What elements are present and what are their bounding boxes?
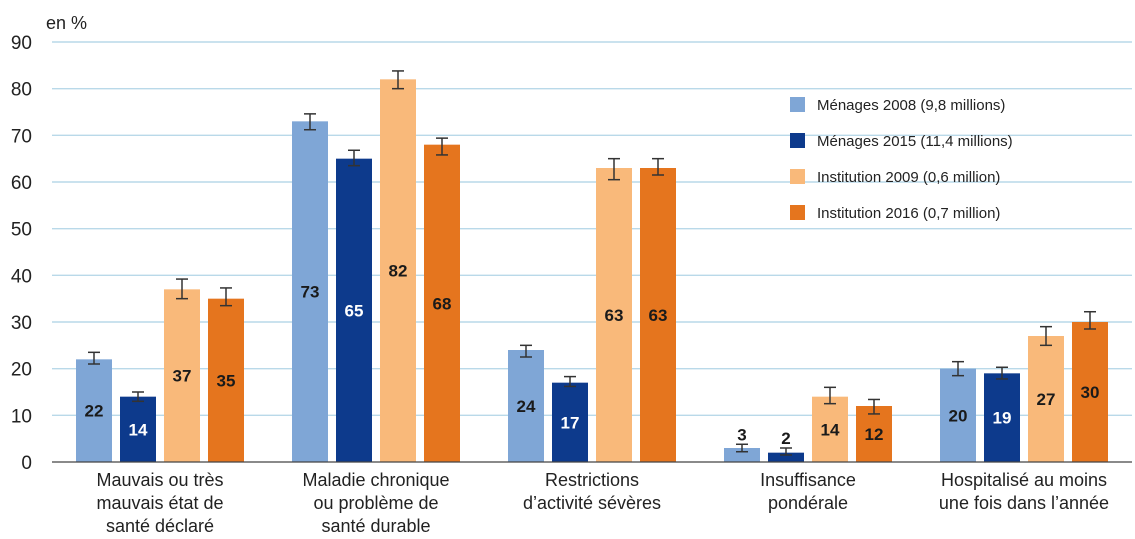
bar-value-label: 35 — [217, 371, 236, 390]
bar-value-label: 14 — [129, 420, 148, 439]
y-tick-label: 30 — [11, 313, 32, 334]
legend-label: Ménages 2008 (9,8 millions) — [817, 97, 1005, 114]
x-axis-category-labels: Mauvais ou très mauvais état de santé décl… — [96, 470, 1109, 536]
x-category-label-line: d’activité sévères — [523, 493, 661, 513]
x-category-label-line: santé durable — [321, 516, 430, 536]
y-tick-label: 10 — [11, 406, 32, 427]
y-unit-label: en % — [46, 13, 87, 33]
bar — [812, 396, 848, 462]
x-category-label-line: Mauvais ou très — [96, 470, 223, 490]
bar — [640, 168, 676, 462]
bar — [724, 448, 760, 462]
bar — [856, 406, 892, 462]
bar-value-labels: 22 73 24 3 20 14 65 17 2 19 37 82 63 14 27 35 68 63 12 30 — [85, 262, 1100, 448]
y-tick-label: 70 — [11, 126, 32, 147]
bar-value-label: 14 — [821, 420, 840, 439]
y-tick-label: 50 — [11, 220, 32, 241]
bar-value-label: 19 — [993, 409, 1012, 428]
x-category-label-line: ou problème de — [313, 493, 438, 513]
y-tick-label: 60 — [11, 173, 32, 194]
legend-swatch — [790, 169, 805, 184]
x-category-label-line: Insuffisance — [760, 470, 856, 490]
legend-label: Institution 2016 (0,7 million) — [817, 205, 1000, 222]
y-axis-ticks: 0 10 20 30 40 50 60 70 80 90 — [11, 33, 32, 474]
bar-value-label: 63 — [605, 306, 624, 325]
bar-value-label: 12 — [865, 425, 884, 444]
legend-label: Institution 2009 (0,6 million) — [817, 169, 1000, 186]
x-category-label-line: Restrictions — [545, 470, 639, 490]
bar — [1028, 336, 1064, 462]
x-category-label: Restrictions d’activité sévères — [523, 470, 661, 513]
bar — [768, 452, 804, 462]
bar-value-label: 2 — [781, 429, 790, 448]
x-category-label: Maladie chronique ou problème de santé dur… — [302, 470, 449, 536]
x-category-label-line: une fois dans l’année — [939, 493, 1109, 513]
bar-value-label: 37 — [173, 367, 192, 386]
legend-swatch — [790, 133, 805, 148]
y-tick-label: 0 — [21, 453, 32, 474]
x-category-label-line: pondérale — [768, 493, 848, 513]
bar — [164, 289, 200, 462]
bar-value-label: 20 — [949, 406, 968, 425]
bar — [984, 373, 1020, 462]
legend-swatch — [790, 205, 805, 220]
y-tick-label: 20 — [11, 360, 32, 381]
bar — [380, 79, 416, 462]
x-category-label-line: Hospitalisé au moins — [941, 470, 1107, 490]
bar-value-label: 17 — [561, 413, 580, 432]
x-category-label: Mauvais ou très mauvais état de santé décl… — [96, 470, 223, 536]
legend-label: Ménages 2015 (11,4 millions) — [817, 133, 1013, 150]
bar-value-label: 22 — [85, 402, 104, 421]
x-category-label-line: santé déclaré — [106, 516, 214, 536]
bar — [508, 350, 544, 462]
bar-value-label: 24 — [517, 397, 536, 416]
bar — [292, 121, 328, 462]
bar — [336, 158, 372, 462]
error-bars — [88, 70, 1096, 456]
y-tick-label: 80 — [11, 80, 32, 101]
bar — [76, 359, 112, 462]
bar-value-label: 63 — [649, 306, 668, 325]
bar-value-label: 82 — [389, 262, 408, 281]
bar-value-label: 65 — [345, 301, 364, 320]
x-category-label: Insuffisance pondérale — [760, 470, 856, 513]
y-tick-label: 90 — [11, 33, 32, 54]
bar-value-label: 3 — [737, 425, 746, 444]
bar — [1072, 322, 1108, 462]
bars — [76, 79, 1108, 462]
bar — [596, 168, 632, 462]
bar-value-label: 27 — [1037, 390, 1056, 409]
x-category-label-line: mauvais état de — [96, 493, 223, 513]
x-category-label: Hospitalisé au moins une fois dans l’anné… — [939, 470, 1109, 513]
bar — [552, 382, 588, 462]
bar-value-label: 30 — [1081, 383, 1100, 402]
x-category-label-line: Maladie chronique — [302, 470, 449, 490]
bar-value-label: 73 — [301, 283, 320, 302]
bar — [940, 368, 976, 462]
bar — [120, 396, 156, 462]
bar — [424, 144, 460, 462]
legend-swatch — [790, 97, 805, 112]
bar — [208, 298, 244, 462]
y-tick-label: 40 — [11, 266, 32, 287]
bar-value-label: 68 — [433, 294, 452, 313]
legend: Ménages 2008 (9,8 millions) Ménages 2015 … — [790, 97, 1013, 222]
